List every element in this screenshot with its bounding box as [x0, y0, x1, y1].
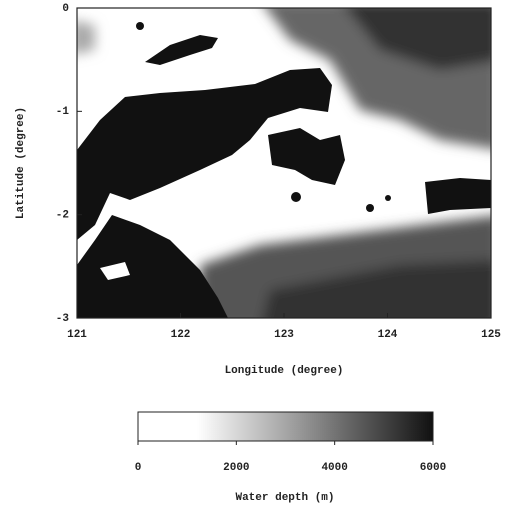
y-tick-label: -2: [56, 210, 69, 222]
colorbar: [137, 411, 434, 442]
colorbar-label: Water depth (m): [235, 492, 334, 504]
x-axis-label: Longitude (degree): [225, 365, 344, 377]
deep-water: [77, 8, 491, 318]
x-tick-label: 124: [378, 329, 398, 341]
x-tick-label: 121: [67, 329, 87, 341]
x-tick-label: 125: [481, 329, 501, 341]
x-tick-label: 122: [171, 329, 191, 341]
land-masses: [77, 22, 491, 318]
x-tick-label: 123: [274, 329, 294, 341]
y-tick-label: 0: [62, 3, 69, 15]
colorbar-tick-label: 6000: [420, 462, 446, 474]
y-tick-label: -1: [56, 106, 70, 118]
colorbar-tick-label: 2000: [223, 462, 249, 474]
colorbar-tick-label: 0: [135, 462, 142, 474]
y-tick-label: -3: [56, 313, 70, 325]
depth-map: [77, 8, 491, 318]
shallow-patches: [100, 200, 130, 280]
colorbar-tick-label: 4000: [321, 462, 347, 474]
y-axis-label: Latitude (degree): [15, 107, 27, 219]
